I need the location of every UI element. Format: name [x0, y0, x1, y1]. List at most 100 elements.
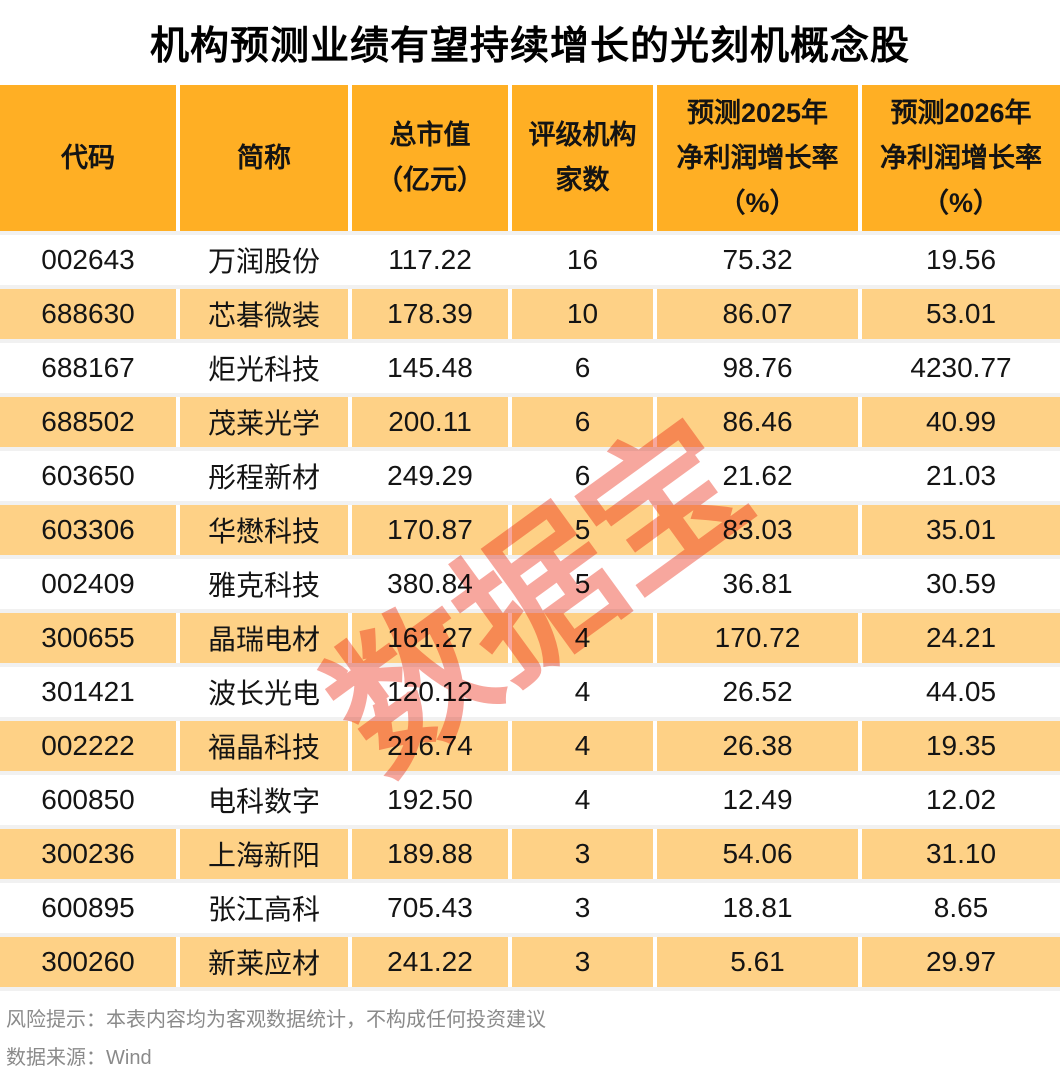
- cell-growth-2025: 54.06: [655, 827, 862, 883]
- cell-growth-2025: 36.81: [655, 557, 862, 613]
- cell-growth-2026: 40.99: [860, 395, 1060, 451]
- cell-growth-2026: 35.01: [860, 503, 1060, 559]
- cell-market-cap: 192.50: [350, 773, 512, 829]
- cell-code: 300260: [0, 935, 180, 991]
- cell-name: 芯碁微装: [178, 287, 352, 343]
- cell-market-cap: 200.11: [350, 395, 512, 451]
- cell-code: 002643: [0, 233, 180, 289]
- cell-growth-2025: 170.72: [655, 611, 862, 667]
- cell-growth-2025: 98.76: [655, 341, 862, 397]
- column-header-code: 代码: [0, 85, 180, 235]
- cell-name: 福晶科技: [178, 719, 352, 775]
- table-row: 300260 新莱应材 241.22 3 5.61 29.97: [0, 935, 1060, 991]
- cell-market-cap: 145.48: [350, 341, 512, 397]
- cell-growth-2026: 19.56: [860, 233, 1060, 289]
- cell-code: 688167: [0, 341, 180, 397]
- cell-agency-count: 4: [510, 611, 657, 667]
- table-row: 600850 电科数字 192.50 4 12.49 12.02: [0, 773, 1060, 829]
- cell-growth-2026: 8.65: [860, 881, 1060, 937]
- cell-agency-count: 4: [510, 719, 657, 775]
- cell-code: 002222: [0, 719, 180, 775]
- cell-name: 张江高科: [178, 881, 352, 937]
- cell-agency-count: 4: [510, 665, 657, 721]
- cell-growth-2025: 12.49: [655, 773, 862, 829]
- cell-name: 炬光科技: [178, 341, 352, 397]
- cell-name: 万润股份: [178, 233, 352, 289]
- cell-growth-2026: 19.35: [860, 719, 1060, 775]
- cell-market-cap: 241.22: [350, 935, 512, 991]
- table-row: 002643 万润股份 117.22 16 75.32 19.56: [0, 233, 1060, 289]
- cell-growth-2025: 21.62: [655, 449, 862, 505]
- cell-code: 300236: [0, 827, 180, 883]
- cell-code: 688502: [0, 395, 180, 451]
- cell-market-cap: 117.22: [350, 233, 512, 289]
- table-row: 301421 波长光电 120.12 4 26.52 44.05: [0, 665, 1060, 721]
- cell-growth-2026: 12.02: [860, 773, 1060, 829]
- table-row: 688167 炬光科技 145.48 6 98.76 4230.77: [0, 341, 1060, 397]
- column-header-growth-2025: 预测2025年 净利润增长率 （%）: [655, 85, 862, 235]
- cell-growth-2026: 30.59: [860, 557, 1060, 613]
- cell-name: 华懋科技: [178, 503, 352, 559]
- cell-code: 603650: [0, 449, 180, 505]
- column-header-growth-2026: 预测2026年 净利润增长率 （%）: [860, 85, 1060, 235]
- cell-name: 雅克科技: [178, 557, 352, 613]
- cell-code: 600850: [0, 773, 180, 829]
- cell-code: 301421: [0, 665, 180, 721]
- cell-agency-count: 5: [510, 557, 657, 613]
- cell-agency-count: 10: [510, 287, 657, 343]
- cell-agency-count: 5: [510, 503, 657, 559]
- table-row: 603306 华懋科技 170.87 5 83.03 35.01: [0, 503, 1060, 559]
- cell-agency-count: 6: [510, 395, 657, 451]
- footer: 风险提示：本表内容均为客观数据统计，不构成任何投资建议 数据来源：Wind: [6, 1001, 1060, 1077]
- column-header-market-cap: 总市值 （亿元）: [350, 85, 512, 235]
- cell-market-cap: 120.12: [350, 665, 512, 721]
- header-row: 代码 简称 总市值 （亿元） 评级机构 家数 预测2025年 净利润增长率 （%…: [0, 85, 1060, 235]
- cell-name: 彤程新材: [178, 449, 352, 505]
- cell-growth-2025: 86.46: [655, 395, 862, 451]
- cell-name: 晶瑞电材: [178, 611, 352, 667]
- cell-growth-2025: 26.52: [655, 665, 862, 721]
- cell-market-cap: 705.43: [350, 881, 512, 937]
- table-row: 300236 上海新阳 189.88 3 54.06 31.10: [0, 827, 1060, 883]
- cell-growth-2026: 29.97: [860, 935, 1060, 991]
- cell-growth-2026: 4230.77: [860, 341, 1060, 397]
- table-row: 300655 晶瑞电材 161.27 4 170.72 24.21: [0, 611, 1060, 667]
- cell-market-cap: 216.74: [350, 719, 512, 775]
- cell-agency-count: 6: [510, 449, 657, 505]
- cell-growth-2025: 5.61: [655, 935, 862, 991]
- cell-code: 603306: [0, 503, 180, 559]
- cell-agency-count: 16: [510, 233, 657, 289]
- table-row: 002409 雅克科技 380.84 5 36.81 30.59: [0, 557, 1060, 613]
- cell-market-cap: 178.39: [350, 287, 512, 343]
- column-header-agency-count: 评级机构 家数: [510, 85, 657, 235]
- cell-growth-2026: 24.21: [860, 611, 1060, 667]
- cell-market-cap: 249.29: [350, 449, 512, 505]
- cell-agency-count: 3: [510, 881, 657, 937]
- cell-growth-2025: 86.07: [655, 287, 862, 343]
- cell-market-cap: 380.84: [350, 557, 512, 613]
- cell-agency-count: 3: [510, 827, 657, 883]
- risk-note: 风险提示：本表内容均为客观数据统计，不构成任何投资建议: [6, 1009, 546, 1031]
- cell-growth-2026: 31.10: [860, 827, 1060, 883]
- table-row: 002222 福晶科技 216.74 4 26.38 19.35: [0, 719, 1060, 775]
- cell-agency-count: 4: [510, 773, 657, 829]
- cell-name: 波长光电: [178, 665, 352, 721]
- table-row: 603650 彤程新材 249.29 6 21.62 21.03: [0, 449, 1060, 505]
- cell-code: 002409: [0, 557, 180, 613]
- cell-growth-2025: 26.38: [655, 719, 862, 775]
- column-header-name: 简称: [178, 85, 352, 235]
- cell-code: 688630: [0, 287, 180, 343]
- cell-agency-count: 3: [510, 935, 657, 991]
- cell-growth-2026: 53.01: [860, 287, 1060, 343]
- table-row: 600895 张江高科 705.43 3 18.81 8.65: [0, 881, 1060, 937]
- cell-growth-2025: 75.32: [655, 233, 862, 289]
- cell-growth-2025: 18.81: [655, 881, 862, 937]
- cell-growth-2025: 83.03: [655, 503, 862, 559]
- table-row: 688630 芯碁微装 178.39 10 86.07 53.01: [0, 287, 1060, 343]
- cell-code: 600895: [0, 881, 180, 937]
- table-row: 688502 茂莱光学 200.11 6 86.46 40.99: [0, 395, 1060, 451]
- cell-market-cap: 189.88: [350, 827, 512, 883]
- cell-agency-count: 6: [510, 341, 657, 397]
- stock-table: 代码 简称 总市值 （亿元） 评级机构 家数 预测2025年 净利润增长率 （%…: [0, 85, 1060, 991]
- cell-code: 300655: [0, 611, 180, 667]
